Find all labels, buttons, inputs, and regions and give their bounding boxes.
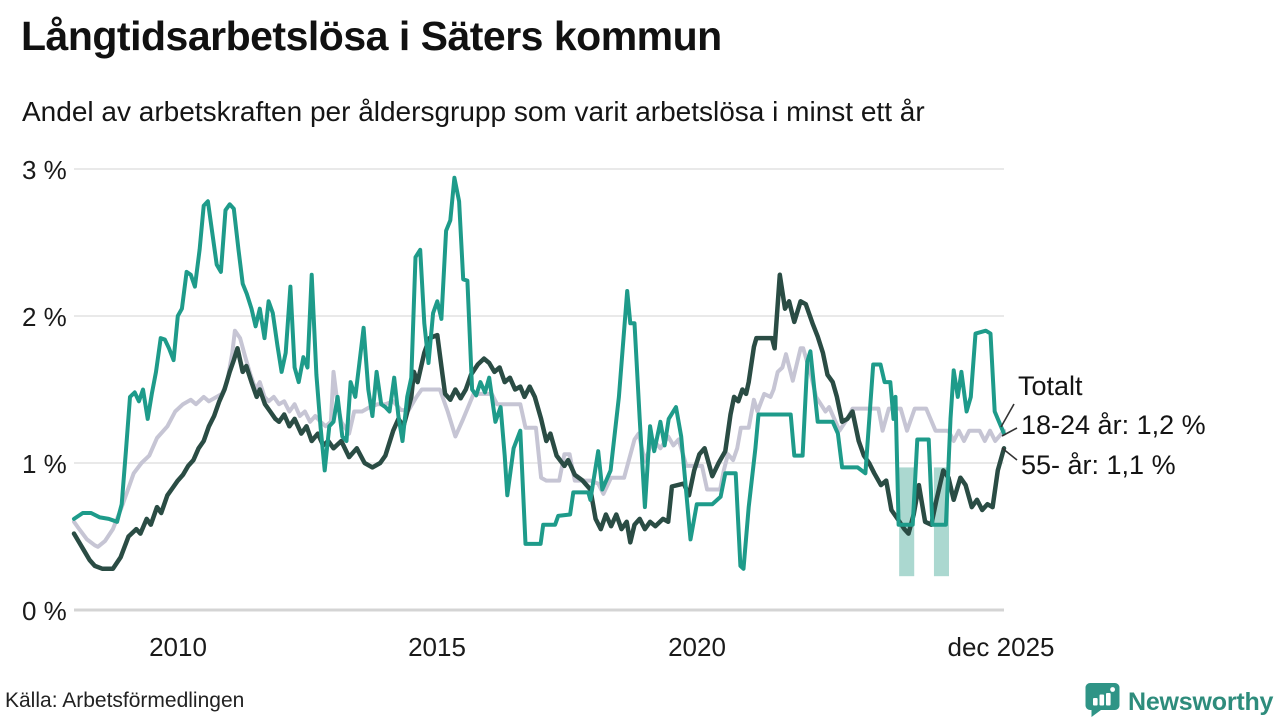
- series-line-55-r: [71, 272, 1007, 572]
- x-tick-2010: 2010: [149, 632, 207, 662]
- newsworthy-logo-icon: [1084, 681, 1121, 720]
- legend-label-55: 55- år: 1,1 %: [1021, 450, 1176, 480]
- series-lines: [71, 175, 1007, 572]
- source-note: Källa: Arbetsförmedlingen: [5, 689, 245, 712]
- series-line-18-24-r: [72, 175, 1006, 571]
- legend-connector-18-24: [1001, 427, 1018, 437]
- series-line-totalt: [72, 328, 1006, 549]
- legend-connectors: [1000, 403, 1018, 461]
- y-tick-3pct: 3 %: [22, 155, 67, 185]
- page-title: Långtidsarbetslösa i Säters kommun: [21, 13, 722, 59]
- highlight-band: [899, 467, 915, 577]
- x-tick-2015: 2015: [408, 632, 466, 662]
- y-tick-2pct: 2 %: [22, 302, 67, 332]
- legend-connector-55: [1001, 447, 1018, 461]
- newsworthy-wordmark: Newsworthy: [1128, 687, 1274, 716]
- chart-subtitle: Andel av arbetskraften per åldersgrupp s…: [22, 96, 925, 127]
- legend-connector-totalt: [1000, 403, 1015, 428]
- legend-label-18-24: 18-24 år: 1,2 %: [1021, 410, 1206, 440]
- legend-label-totalt: Totalt: [1018, 371, 1083, 401]
- y-tick-0pct: 0 %: [22, 596, 67, 626]
- x-tick-dec-2025: dec 2025: [947, 632, 1055, 662]
- newsworthy-brand: Newsworthy: [1084, 681, 1273, 720]
- x-tick-2020: 2020: [668, 632, 726, 662]
- y-tick-1pct: 1 %: [22, 449, 67, 479]
